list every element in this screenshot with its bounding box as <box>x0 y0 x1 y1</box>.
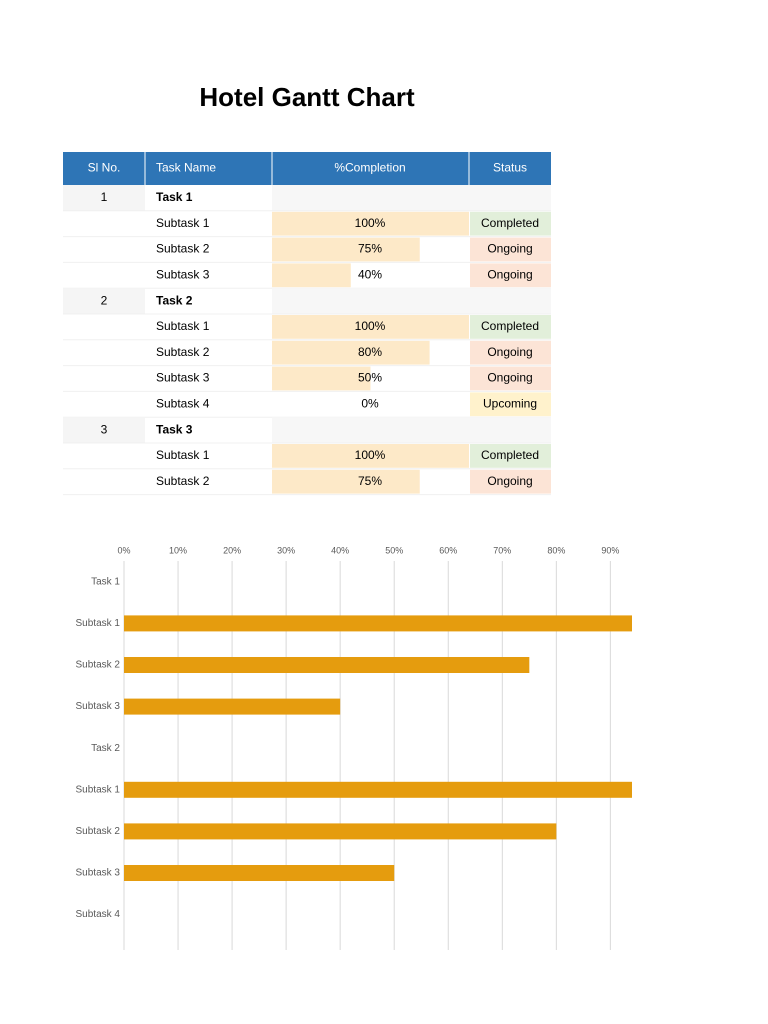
completion-label: 100% <box>355 448 386 462</box>
subtask-name: Subtask 1 <box>156 448 210 462</box>
subtask-name: Subtask 3 <box>156 371 210 385</box>
y-tick-label: Task 1 <box>91 576 120 587</box>
x-tick-label: 60% <box>439 545 457 555</box>
completion-label: 100% <box>355 319 386 333</box>
completion-label: 100% <box>355 216 386 230</box>
x-tick-label: 90% <box>601 545 619 555</box>
status: Ongoing <box>487 371 532 385</box>
column-header: Sl No. <box>88 161 121 175</box>
column-header: Task Name <box>156 161 216 175</box>
status-bg <box>470 211 551 236</box>
x-tick-label: 50% <box>385 545 403 555</box>
status-bg <box>470 444 551 468</box>
status: Completed <box>481 448 539 462</box>
status: Completed <box>481 216 539 230</box>
table-header <box>63 152 551 185</box>
completion-bar <box>272 263 351 288</box>
subtask-name: Subtask 3 <box>156 267 210 281</box>
completion-label: 40% <box>358 267 382 281</box>
task-name: Task 2 <box>156 293 193 307</box>
bar <box>124 698 341 715</box>
y-tick-label: Subtask 1 <box>76 618 121 629</box>
subtask-name: Subtask 1 <box>156 216 210 230</box>
completion-bar <box>272 469 420 494</box>
column-header: %Completion <box>334 161 405 175</box>
task-row-bg <box>63 185 145 211</box>
y-tick-label: Subtask 4 <box>76 909 121 920</box>
page-title: Hotel Gantt Chart <box>199 82 415 112</box>
column-header: Status <box>493 161 527 175</box>
status-bg <box>470 263 551 288</box>
status: Ongoing <box>487 345 532 359</box>
completion-bar <box>272 211 469 236</box>
y-tick-label: Subtask 3 <box>76 701 121 712</box>
subtask-name: Subtask 4 <box>156 396 210 410</box>
completion-label: 0% <box>361 396 379 410</box>
x-tick-label: 10% <box>169 545 187 555</box>
x-tick-label: 0% <box>117 545 130 555</box>
subtask-name: Subtask 2 <box>156 345 210 359</box>
x-tick-label: 80% <box>547 545 565 555</box>
task-row-bg <box>63 417 145 443</box>
completion-label: 75% <box>358 242 382 256</box>
y-tick-label: Subtask 1 <box>76 784 121 795</box>
task-row-bg <box>63 288 145 314</box>
subtask-name: Subtask 2 <box>156 474 210 488</box>
bar <box>124 781 632 798</box>
completion-bar <box>272 315 469 339</box>
status-bg <box>470 340 551 365</box>
plot-area <box>124 615 632 881</box>
completion-bar <box>272 340 430 365</box>
sl-no: 1 <box>101 190 108 204</box>
completion-label: 75% <box>358 474 382 488</box>
completion-label: 80% <box>358 345 382 359</box>
status: Ongoing <box>487 267 532 281</box>
completion-bar <box>272 237 420 262</box>
status: Completed <box>481 319 539 333</box>
x-tick-label: 20% <box>223 545 241 555</box>
x-tick-label: 40% <box>331 545 349 555</box>
y-tick-label: Subtask 2 <box>76 826 121 837</box>
task-name: Task 1 <box>156 190 193 204</box>
completion-bar <box>272 366 371 391</box>
completion-bar <box>272 444 469 468</box>
status-bg <box>470 315 551 339</box>
status-bg <box>470 366 551 391</box>
y-tick-label: Subtask 2 <box>76 660 121 671</box>
subtask-name: Subtask 2 <box>156 242 210 256</box>
bar <box>124 823 557 840</box>
task-row-bg <box>272 288 551 314</box>
status: Upcoming <box>483 396 537 410</box>
status-bg <box>470 237 551 262</box>
status-bg <box>470 469 551 494</box>
y-tick-label: Task 2 <box>91 743 120 754</box>
bar <box>124 865 395 881</box>
x-tick-label: 30% <box>277 545 295 555</box>
y-tick-label: Subtask 3 <box>76 868 121 879</box>
sl-no: 3 <box>101 422 108 436</box>
completion-label: 50% <box>358 371 382 385</box>
status-bg <box>470 392 551 417</box>
status: Ongoing <box>487 242 532 256</box>
bar <box>124 657 530 673</box>
task-row-bg <box>272 417 551 443</box>
task-row-bg <box>272 185 551 211</box>
x-tick-label: 70% <box>493 545 511 555</box>
status: Ongoing <box>487 474 532 488</box>
sl-no: 2 <box>101 293 108 307</box>
task-name: Task 3 <box>156 422 193 436</box>
bar <box>124 615 632 632</box>
subtask-name: Subtask 1 <box>156 319 210 333</box>
